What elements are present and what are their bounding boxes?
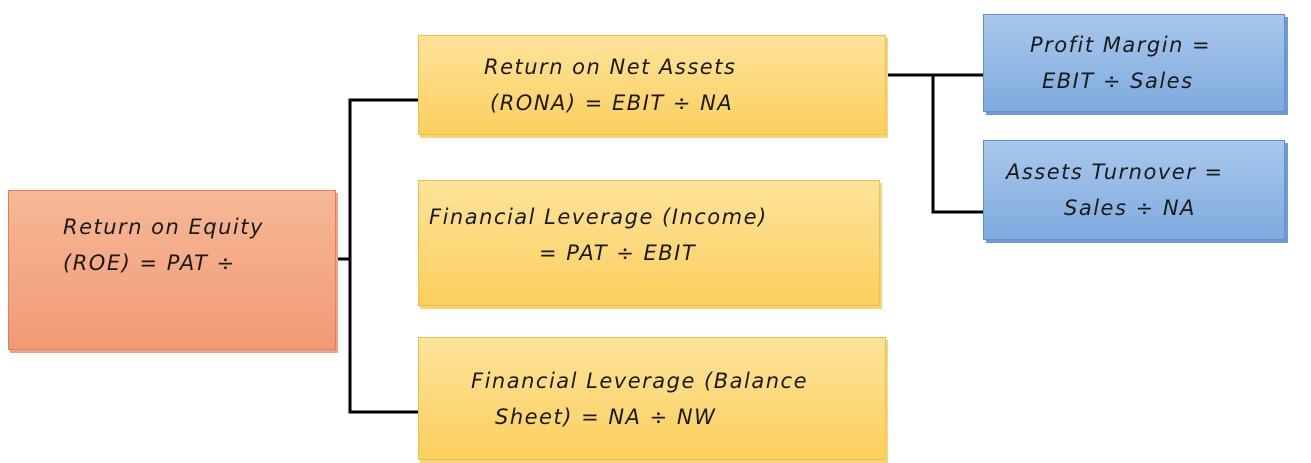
assets-turnover-node: Assets Turnover = Sales ÷ NA	[983, 140, 1285, 240]
node-text: = PAT ÷ EBIT	[539, 241, 697, 265]
node-text: Sheet) = NA ÷ NW	[495, 404, 717, 429]
leverage-income-node: Financial Leverage (Income) = PAT ÷ EBIT	[418, 180, 880, 306]
node-text: Financial Leverage (Income)	[429, 205, 768, 229]
node-text: (ROE) = PAT ÷	[63, 251, 236, 275]
rona-node: Return on Net Assets (RONA) = EBIT ÷ NA	[418, 35, 886, 135]
node-text: Profit Margin =	[1030, 33, 1212, 57]
node-text: Return on Net Assets	[484, 55, 737, 79]
leverage-balance-node: Financial Leverage (Balance Sheet) = NA …	[418, 337, 886, 460]
connector	[348, 98, 418, 414]
node-text: Financial Leverage (Balance	[471, 368, 809, 393]
node-text: Sales ÷ NA	[1064, 196, 1196, 220]
profit-margin-node: Profit Margin = EBIT ÷ Sales	[983, 14, 1285, 112]
node-text: (RONA) = EBIT ÷ NA	[490, 91, 734, 115]
node-text: EBIT ÷ Sales	[1042, 69, 1194, 93]
connector	[931, 75, 985, 214]
roe-node: Return on Equity (ROE) = PAT ÷	[8, 190, 336, 350]
node-text: Assets Turnover =	[1006, 160, 1224, 184]
node-text: Return on Equity	[63, 215, 264, 239]
